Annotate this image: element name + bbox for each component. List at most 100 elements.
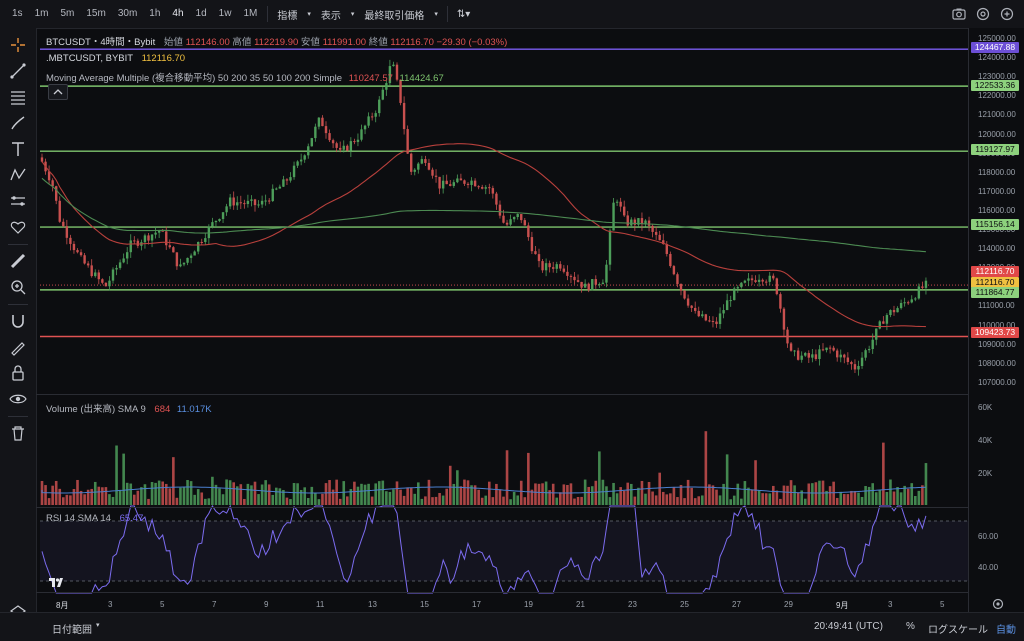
- high-value: 112219.90: [254, 37, 299, 48]
- volume-label[interactable]: Volume (出来高) SMA 9: [46, 404, 146, 415]
- candle-body: [466, 183, 470, 185]
- volume-bar: [150, 482, 154, 505]
- candle-body: [182, 262, 186, 265]
- pattern-icon[interactable]: [9, 166, 27, 184]
- price-tick: 107000.00: [978, 377, 1016, 387]
- collapse-legend-button[interactable]: [48, 84, 68, 100]
- lock-icon[interactable]: [9, 364, 27, 382]
- volume-bar: [647, 481, 651, 505]
- camera-icon[interactable]: [952, 7, 966, 21]
- text-icon[interactable]: [9, 140, 27, 158]
- axis-settings-icon[interactable]: [991, 597, 1005, 611]
- ma-value-2: 114424.67: [399, 73, 444, 84]
- time-tick: 5: [160, 600, 165, 609]
- candle-body: [867, 349, 871, 351]
- candle-body: [836, 350, 839, 358]
- rsi-tick: 60.00: [978, 532, 999, 541]
- compare-icon[interactable]: ⇅▾: [456, 8, 471, 20]
- indicators-menu[interactable]: 指標: [277, 10, 298, 22]
- volume-tick: 40K: [978, 436, 993, 445]
- log-scale-toggle[interactable]: ログスケール: [928, 625, 988, 636]
- timeframe-4h[interactable]: 4h: [172, 8, 184, 19]
- ruler-icon[interactable]: [9, 252, 27, 270]
- candle-body: [708, 320, 711, 322]
- rsi-label[interactable]: RSI 14 SMA 14: [46, 513, 111, 524]
- symbol-title[interactable]: BTCUSDT・4時間・Bybit: [46, 37, 156, 48]
- candle-body: [310, 138, 313, 147]
- time-tick: 9: [264, 600, 269, 609]
- candle-body: [530, 237, 534, 252]
- timeframe-30m[interactable]: 30m: [117, 8, 138, 19]
- compare-symbol[interactable]: .MBTCUSDT, BYBIT: [46, 53, 133, 64]
- candle-body: [921, 286, 924, 288]
- candle-body: [672, 266, 676, 275]
- candle-body: [314, 126, 317, 139]
- volume-bar: [764, 493, 768, 505]
- volume-bar: [164, 483, 168, 505]
- volume-bar: [811, 483, 814, 505]
- compare-value: 112116.70: [141, 53, 186, 64]
- brush-icon[interactable]: [9, 114, 27, 132]
- date-range-button[interactable]: 日付範囲: [52, 625, 92, 636]
- timeframe-1w[interactable]: 1w: [218, 8, 232, 19]
- clock[interactable]: 20:49:41 (UTC): [814, 621, 883, 632]
- fullscreen-icon[interactable]: [1000, 7, 1014, 21]
- candle-body: [583, 283, 587, 288]
- candle-body: [871, 339, 874, 350]
- zoom-in-icon[interactable]: [9, 278, 27, 296]
- candle-body: [825, 347, 828, 351]
- timeframe-1h[interactable]: 1h: [149, 8, 161, 19]
- toolbar-divider: [446, 6, 448, 22]
- price-source-menu[interactable]: 最終取引価格: [364, 10, 425, 22]
- candle-body: [207, 226, 211, 239]
- volume-bar: [328, 480, 331, 505]
- percent-toggle[interactable]: %: [906, 621, 915, 632]
- volume-bar: [133, 494, 136, 505]
- timeframe-1d[interactable]: 1d: [195, 8, 207, 19]
- display-menu[interactable]: 表示: [320, 10, 341, 22]
- settings-icon[interactable]: [976, 7, 990, 21]
- volume-bar: [725, 454, 729, 505]
- volume-bar: [555, 497, 559, 505]
- candle-body: [168, 245, 171, 248]
- volume-bar: [889, 479, 892, 505]
- candle-body: [651, 225, 654, 232]
- trash-icon[interactable]: [9, 424, 27, 442]
- toolbar-divider: [267, 6, 269, 22]
- candle-body: [140, 242, 143, 246]
- volume-bar: [527, 452, 530, 505]
- horizontal-lines-icon[interactable]: [9, 88, 27, 106]
- price-axis[interactable]: [968, 28, 1024, 612]
- heart-icon[interactable]: [9, 218, 27, 236]
- candle-body: [324, 126, 328, 134]
- volume-bar: [292, 483, 296, 505]
- volume-bar: [129, 483, 133, 505]
- volume-bar: [743, 481, 747, 505]
- trend-line-icon[interactable]: [9, 62, 27, 80]
- timeframe-1M[interactable]: 1M: [243, 8, 258, 19]
- volume-bar: [172, 457, 175, 505]
- volume-bar: [370, 496, 374, 505]
- pencil-lock-icon[interactable]: [9, 338, 27, 356]
- volume-bar: [828, 486, 832, 505]
- forecast-icon[interactable]: [9, 192, 27, 210]
- timeframe-1s[interactable]: 1s: [12, 8, 23, 19]
- ma-label[interactable]: Moving Average Multiple (複合移動平均) 50 200 …: [46, 73, 343, 84]
- timeframe-5m[interactable]: 5m: [60, 8, 75, 19]
- price-tick: 117000.00: [978, 186, 1016, 196]
- price-label: 115156.14: [971, 219, 1019, 230]
- volume-bar: [573, 498, 576, 505]
- volume-bar: [356, 486, 360, 505]
- low-label: 安値: [300, 37, 320, 48]
- eye-icon[interactable]: [9, 390, 27, 408]
- open-label: 始値: [163, 37, 183, 48]
- volume-bar: [207, 498, 211, 505]
- timeframe-1m[interactable]: 1m: [34, 8, 49, 19]
- magnet-icon[interactable]: [9, 312, 27, 330]
- auto-scale-toggle[interactable]: 自動: [996, 625, 1016, 636]
- candle-body: [850, 362, 853, 365]
- crosshair-icon[interactable]: [9, 36, 27, 54]
- timeframe-15m[interactable]: 15m: [86, 8, 106, 19]
- volume-bar: [622, 490, 626, 505]
